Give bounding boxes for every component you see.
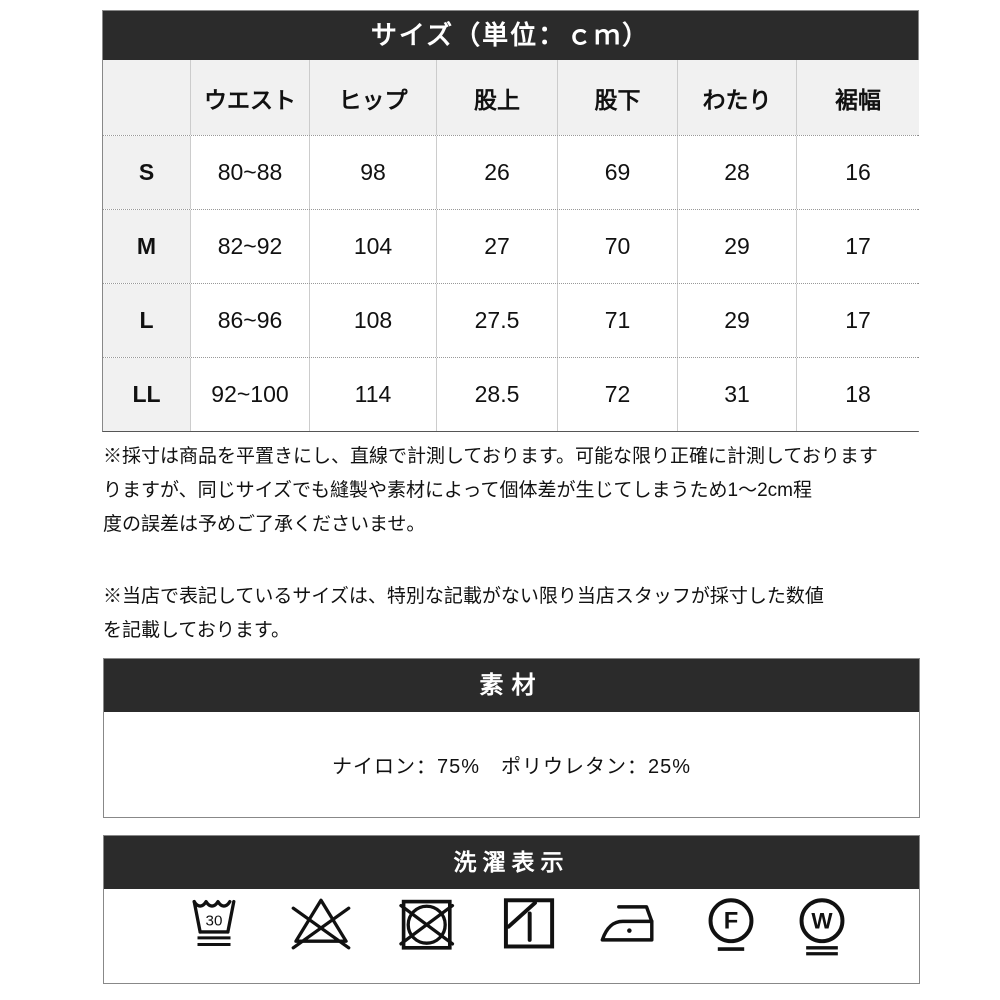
- svg-text:W: W: [811, 909, 833, 934]
- svg-text:30: 30: [206, 912, 223, 929]
- svg-text:F: F: [724, 908, 739, 935]
